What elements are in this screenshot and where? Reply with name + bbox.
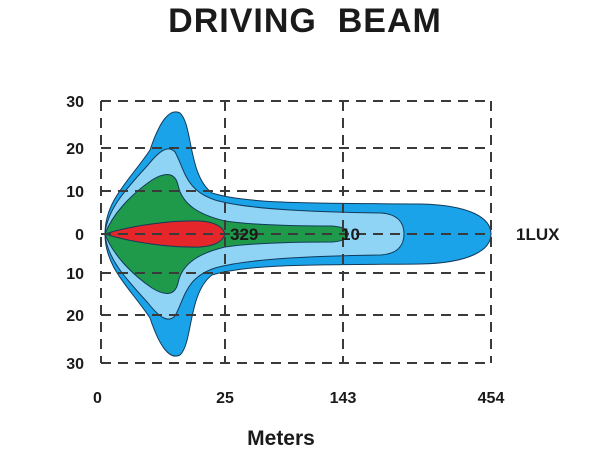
beam-annotation: 10 — [341, 225, 360, 244]
x-tick-label: 25 — [216, 390, 234, 407]
x-axis-ticks: 0 25 143 454 — [93, 390, 504, 407]
y-tick-label: 30 — [66, 94, 84, 111]
x-tick-label: 0 — [93, 390, 102, 407]
beam-annotation: 329 — [230, 225, 258, 244]
grid-lines — [100, 100, 492, 364]
beam-annotations: 329 10 1LUX — [230, 225, 560, 244]
chart-title: DRIVING BEAM — [168, 2, 442, 40]
x-tick-label: 143 — [330, 390, 357, 407]
y-tick-label: 0 — [75, 227, 84, 244]
y-tick-label: 20 — [66, 308, 84, 325]
y-axis-ticks: 30 20 10 0 10 20 30 — [66, 94, 84, 373]
x-axis-label: Meters — [247, 427, 315, 450]
beam-annotation: 1LUX — [516, 225, 560, 244]
x-tick-label: 454 — [478, 390, 505, 407]
y-tick-label: 10 — [66, 266, 84, 283]
y-tick-label: 30 — [66, 356, 84, 373]
y-tick-label: 10 — [66, 184, 84, 201]
y-tick-label: 20 — [66, 141, 84, 158]
